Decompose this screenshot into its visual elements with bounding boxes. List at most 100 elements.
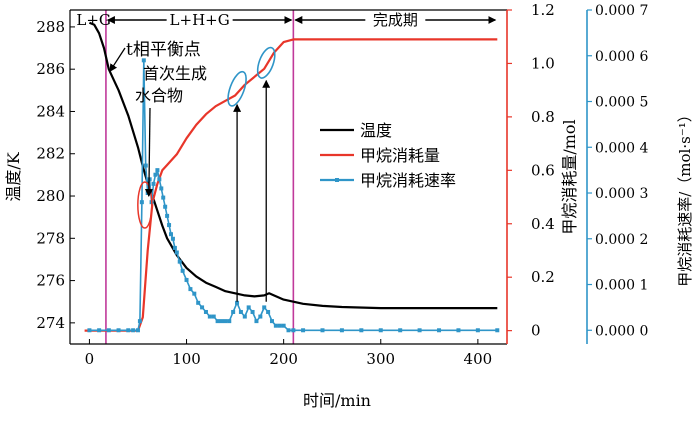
y-left-tick-label: 286 [36, 60, 65, 78]
rate-point [167, 223, 172, 228]
axis-labels: 时间/min 温度/K 甲烷消耗量/mol 甲烷消耗速率/（mol·s⁻¹） [4, 107, 694, 410]
y-right2-tick-label: 0.000 4 [595, 140, 649, 156]
rate-point [170, 236, 175, 241]
first-hydrate-label-2: 水合物 [135, 86, 183, 105]
rate-point [223, 319, 228, 324]
rate-point [184, 277, 189, 282]
y-left-tick-label: 288 [36, 18, 65, 36]
axes: 0 100 200 300 400 274 276 278 280 282 284 286 288 0 0.… [36, 1, 648, 368]
y-left-axis-title: 温度/K [4, 151, 23, 201]
rate-point [475, 328, 480, 333]
rate-point [277, 323, 282, 328]
rate-point [168, 232, 173, 237]
rate-point [157, 177, 162, 182]
rate-point [192, 291, 197, 296]
highlight-ellipse-2 [256, 46, 276, 79]
y-right2-tick-label: 0.000 1 [595, 278, 648, 294]
rate-point [258, 314, 263, 319]
rate-point [495, 328, 500, 333]
x-tick-label: 300 [366, 350, 395, 368]
y-left-tick-label: 274 [36, 314, 65, 332]
rate-point [116, 328, 121, 333]
rate-point [417, 328, 422, 333]
phase-boundary-lines [105, 10, 295, 344]
rate-point [177, 259, 182, 264]
y-left-tick-label: 278 [36, 229, 65, 247]
rate-point [87, 328, 92, 333]
y-right2-tick-label: 0.000 2 [595, 232, 648, 248]
rate-point [227, 319, 232, 324]
rate-point [151, 181, 156, 186]
rate-point [250, 309, 255, 314]
rate-point [207, 314, 212, 319]
rate-point [266, 309, 271, 314]
legend-label-0: 温度 [360, 121, 392, 140]
y-right2-axis-title: 甲烷消耗速率/（mol·s⁻¹） [676, 107, 694, 287]
x-tick-label: 200 [269, 350, 298, 368]
rate-point [131, 328, 136, 333]
rate-point [286, 328, 291, 333]
rate-point [211, 314, 216, 319]
y-left-tick-label: 276 [36, 272, 65, 290]
y-right2-tick-label: 0.000 3 [595, 186, 648, 202]
rate-point [143, 163, 148, 168]
rate-point [161, 195, 166, 200]
rate-point [456, 328, 461, 333]
y-right1-axis-title: 甲烷消耗量/mol [560, 119, 579, 234]
rate-point [273, 323, 278, 328]
rate-point [269, 319, 274, 324]
rate-point [339, 328, 344, 333]
rate-point [291, 328, 296, 333]
rate-point [301, 328, 306, 333]
y-right2-tick-label: 0.000 0 [595, 323, 648, 339]
y-right1-tick-label: 1.0 [531, 54, 555, 72]
x-tick-label: 100 [172, 350, 201, 368]
phase-label: L+H+G [170, 11, 230, 29]
rate-point [163, 204, 168, 209]
rate-point [196, 300, 201, 305]
rate-point [97, 328, 102, 333]
rate-point [165, 213, 170, 218]
first-hydrate-ellipse [137, 181, 153, 229]
y-right1-tick-label: 1.2 [531, 1, 555, 19]
rate-point [180, 268, 185, 273]
rate-point [203, 309, 208, 314]
y-right2-tick-label: 0.000 7 [595, 3, 648, 19]
rate-point [398, 328, 403, 333]
rate-point [106, 328, 111, 333]
rate-point [137, 319, 142, 324]
rate-point [320, 328, 325, 333]
rate-point [281, 323, 286, 328]
rate-point [231, 309, 236, 314]
rate-point [159, 186, 164, 191]
rate-point [238, 309, 243, 314]
y-left-tick-label: 282 [36, 145, 65, 163]
rate-point [155, 168, 160, 173]
x-axis-title: 时间/min [303, 391, 371, 410]
rate-point [378, 328, 383, 333]
rate-point [242, 314, 247, 319]
y-right1-tick-label: 0.6 [531, 161, 555, 179]
rate-point [200, 305, 205, 310]
rate-point [172, 245, 177, 250]
rate-point [219, 319, 224, 324]
legend-label-2: 甲烷消耗速率 [360, 171, 456, 190]
rate-point [141, 58, 146, 63]
y-right2-tick-label: 0.000 5 [595, 95, 648, 111]
highlight-ellipse-1 [227, 70, 247, 107]
rate-point [188, 287, 193, 292]
y-left-tick-label: 280 [36, 187, 65, 205]
rate-point [262, 305, 267, 310]
rate-point [359, 328, 364, 333]
rate-point [153, 172, 158, 177]
x-tick-label: 400 [464, 350, 493, 368]
y-right1-tick-label: 0 [531, 322, 541, 340]
equilibrium-label: t相平衡点 [126, 40, 201, 60]
y-right1-tick-label: 0.8 [531, 108, 555, 126]
y-right2-tick-label: 0.000 6 [595, 49, 649, 65]
y-right1-tick-label: 0.4 [531, 215, 555, 233]
legend-label-1: 甲烷消耗量 [360, 146, 440, 165]
